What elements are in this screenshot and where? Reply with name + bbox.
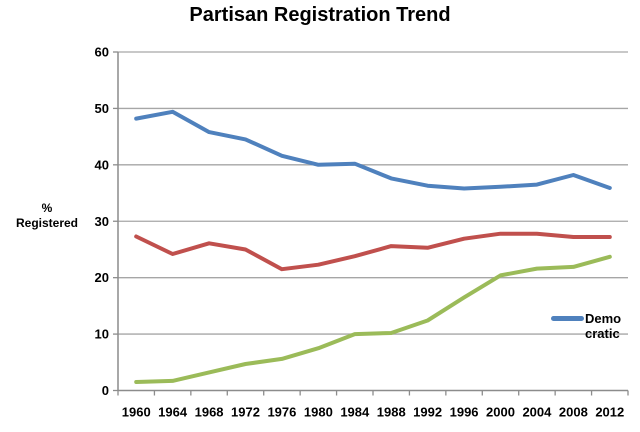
x-tick-label-1988: 1988	[377, 405, 406, 420]
y-axis-label-line-1: %	[41, 201, 53, 215]
y-tick-label-60: 60	[95, 45, 109, 60]
x-tick-label-1976: 1976	[267, 405, 296, 420]
y-tick-label-40: 40	[95, 157, 109, 172]
legend-marker-democratic	[551, 316, 584, 321]
x-tick-label-1964: 1964	[158, 405, 188, 420]
x-tick-label-1968: 1968	[195, 405, 224, 420]
legend-label-democratic: Demo cratic	[585, 311, 621, 341]
legend: Demo cratic	[551, 311, 621, 341]
y-tick-label-0: 0	[102, 383, 109, 398]
x-tick-label-1980: 1980	[304, 405, 333, 420]
y-axis-label: % Registered	[8, 201, 86, 231]
y-tick-label-20: 20	[95, 270, 109, 285]
x-tick-label-2012: 2012	[595, 405, 624, 420]
x-tick-label-2004: 2004	[522, 405, 552, 420]
legend-label-line-1: Demo	[585, 311, 622, 326]
x-tick-label-1992: 1992	[413, 405, 442, 420]
y-tick-label-50: 50	[95, 101, 109, 116]
x-tick-label-1996: 1996	[450, 405, 479, 420]
legend-label-line-2: cratic	[585, 326, 620, 341]
y-tick-label-10: 10	[95, 327, 109, 342]
series-line-democratic	[134, 109, 612, 191]
x-tick-label-2008: 2008	[559, 405, 588, 420]
x-tick-label-1972: 1972	[231, 405, 260, 420]
x-tick-label-1984: 1984	[340, 405, 370, 420]
chart-title: Partisan Registration Trend	[189, 4, 451, 26]
series-line-unlabeled-1	[134, 231, 612, 272]
x-tick-label-1960: 1960	[122, 405, 151, 420]
x-tick-label-2000: 2000	[486, 405, 515, 420]
y-tick-label-30: 30	[95, 214, 109, 229]
series-line-unlabeled-2	[134, 254, 612, 384]
y-axis-label-line-2: Registered	[15, 216, 79, 230]
